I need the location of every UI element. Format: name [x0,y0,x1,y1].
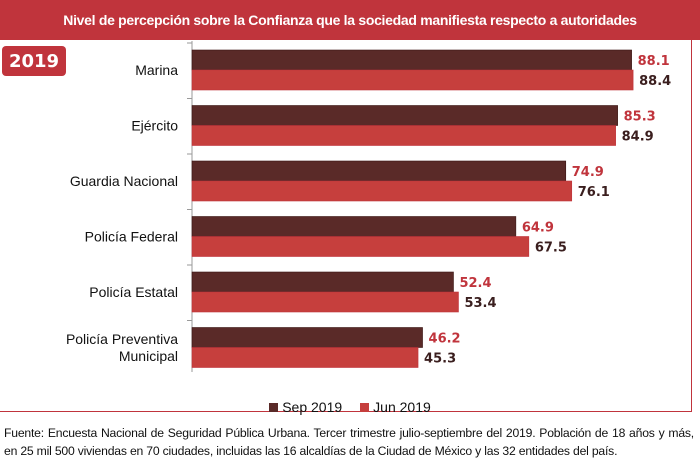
legend-item-sep: Sep 2019 [269,399,342,415]
legend-swatch-jun [360,402,370,412]
data-label: 45.3 [424,352,456,367]
data-label: 76.1 [578,185,610,200]
bar-chart: Marina 88.1 88.4 Ejército 85.3 84.9 Guardia Na… [66,41,671,372]
bar-sep [191,327,423,348]
data-label: 84.9 [622,130,654,145]
data-label: 67.5 [535,241,567,256]
data-label: 74.9 [572,165,604,180]
bar-jun [191,347,419,368]
bar-sep [191,105,618,126]
source-note: Fuente: Encuesta Nacional de Seguridad P… [4,426,694,458]
category-label: Policía Preventiva [66,331,178,347]
bar-sep [191,160,567,182]
legend: Sep 2019 Jun 2019 [0,398,700,416]
year-badge: 2019 [2,46,66,76]
bar-jun [191,125,616,146]
data-label: 52.4 [459,276,491,291]
chart-title: Nivel de percepción sobre la Confianza q… [0,0,700,40]
bar-jun [191,180,573,202]
bar-jun [191,236,530,257]
bar-sep [191,271,454,293]
data-label: 64.9 [522,221,554,236]
bar-jun [191,69,634,91]
data-label: 53.4 [464,296,496,311]
chart-frame [0,40,692,412]
data-label: 88.4 [639,74,671,89]
category-label: Municipal [119,348,178,364]
category-label: Policía Federal [85,229,178,245]
legend-item-jun: Jun 2019 [360,399,431,415]
category-label: Ejército [131,118,178,134]
bar-sep [191,216,517,237]
legend-swatch-sep [269,402,279,412]
legend-label-jun: Jun 2019 [373,399,431,415]
category-label: Policía Estatal [89,284,178,300]
bar-jun [191,291,459,313]
data-label: 88.1 [638,54,670,69]
data-label: 46.2 [429,332,461,347]
legend-label-sep: Sep 2019 [282,399,343,415]
category-label: Marina [135,62,178,78]
bar-sep [191,49,632,71]
data-label: 85.3 [624,110,656,125]
category-label: Guardia Nacional [70,173,178,189]
